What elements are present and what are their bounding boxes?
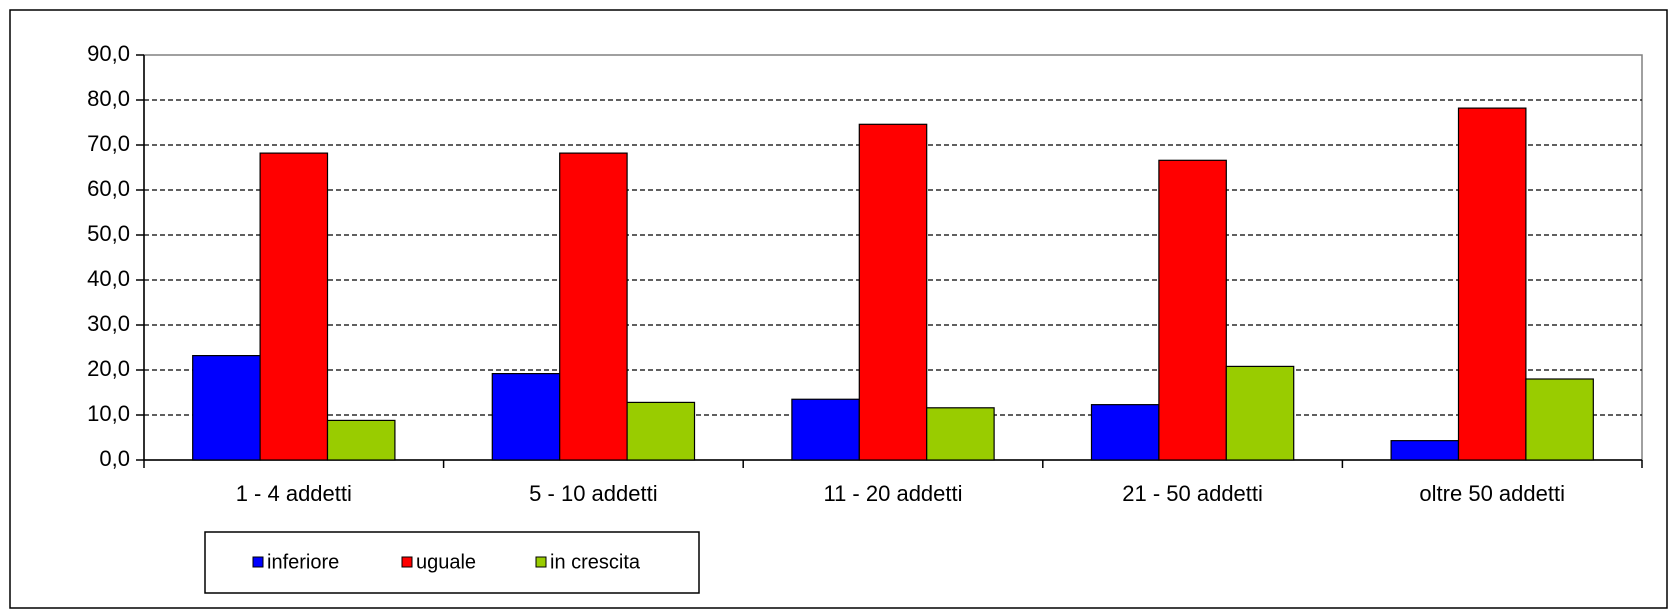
bar [491,373,561,461]
legend-swatch [252,556,264,568]
legend-label: uguale [416,551,476,573]
bar [926,407,995,461]
legend-swatch [535,556,547,568]
bar [1158,159,1227,461]
y-tick-label: 40,0 [87,266,130,291]
bar [791,398,860,461]
bar [192,355,261,461]
bar [326,419,396,461]
legend-label: in crescita [550,551,641,573]
y-tick-label: 20,0 [87,356,130,381]
bar [1525,378,1594,461]
y-tick-label: 30,0 [87,311,130,336]
y-tick-label: 0,0 [99,446,130,471]
bar [858,123,928,461]
y-tick-label: 70,0 [87,131,130,156]
bar [1090,404,1160,461]
y-tick-label: 60,0 [87,176,130,201]
legend-swatch [401,556,413,568]
x-tick-label: 21 - 50 addetti [1122,481,1263,506]
legend-box [204,531,700,594]
bar [259,152,329,461]
x-tick-label: 1 - 4 addetti [236,481,352,506]
y-tick-label: 50,0 [87,221,130,246]
x-tick-label: 5 - 10 addetti [529,481,657,506]
y-tick-label: 10,0 [87,401,130,426]
bar [626,401,696,461]
y-tick-label: 80,0 [87,86,130,111]
x-tick-label: 11 - 20 addetti [823,481,962,506]
bar [1390,440,1460,461]
bar [1457,107,1527,461]
x-tick-label: oltre 50 addetti [1419,481,1565,506]
bar [1225,365,1295,461]
legend-label: inferiore [267,551,339,573]
y-tick-label: 90,0 [87,41,130,66]
bar [559,152,628,461]
